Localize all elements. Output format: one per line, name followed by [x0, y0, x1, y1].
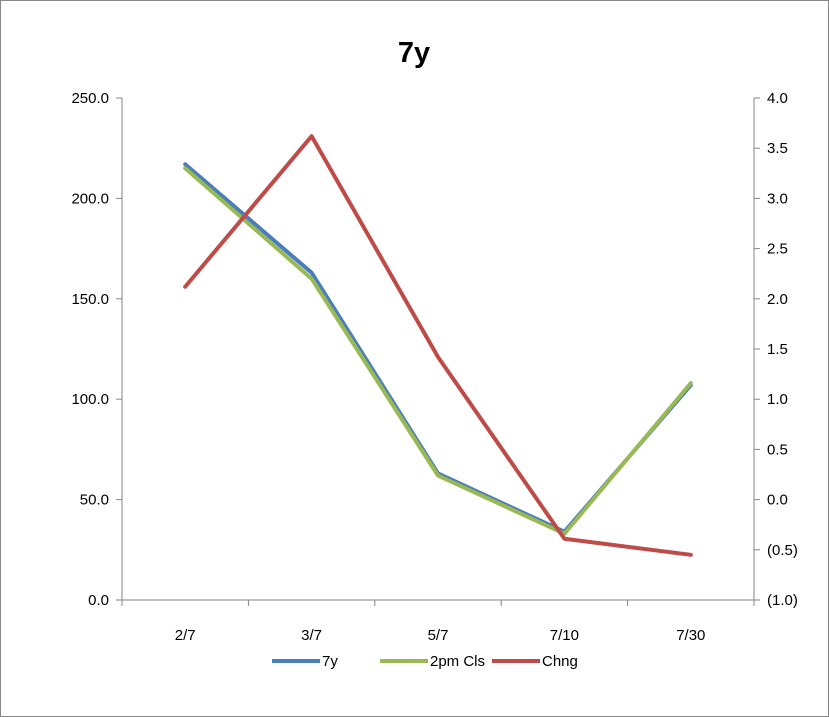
x-tick-label: 5/7 [428, 627, 449, 644]
left-tick-label: 200.0 [71, 190, 109, 207]
x-tick-label: 7/30 [676, 627, 705, 644]
series-line-2pm-cls [183, 166, 693, 536]
x-tick-label: 3/7 [301, 627, 322, 644]
x-tick-label: 2/7 [175, 627, 196, 644]
axes: 0.0 50.0 100.0 150.0 200.0 250.0 (1.0) (0.5) 0.0… [71, 90, 797, 644]
series-line-chng [183, 134, 693, 557]
legend-label-2pm-cls: 2pm Cls [430, 653, 485, 670]
right-tick-label: 2.0 [767, 291, 788, 308]
right-tick-label: 2.5 [767, 241, 788, 258]
legend-label-chng: Chng [542, 653, 578, 670]
x-tick-label: 7/10 [550, 627, 579, 644]
right-tick-label: 3.0 [767, 190, 788, 207]
left-tick-label: 150.0 [71, 291, 109, 308]
left-tick-label: 50.0 [80, 492, 109, 509]
right-tick-label: (0.5) [767, 542, 798, 559]
left-tick-label: 250.0 [71, 90, 109, 107]
chart-title: 7y [398, 37, 430, 69]
legend: 7y 2pm Cls Chng [272, 653, 578, 670]
right-tick-label: 0.5 [767, 441, 788, 458]
right-tick-label: 1.0 [767, 391, 788, 408]
right-tick-label: 4.0 [767, 90, 788, 107]
right-tick-label: 0.0 [767, 492, 788, 509]
right-tick-label: (1.0) [767, 592, 798, 609]
legend-label-7y: 7y [322, 653, 338, 670]
left-tick-label: 100.0 [71, 391, 109, 408]
series-lines [183, 134, 693, 557]
left-tick-label: 0.0 [88, 592, 109, 609]
right-tick-label: 3.5 [767, 140, 788, 157]
right-tick-label: 1.5 [767, 341, 788, 358]
